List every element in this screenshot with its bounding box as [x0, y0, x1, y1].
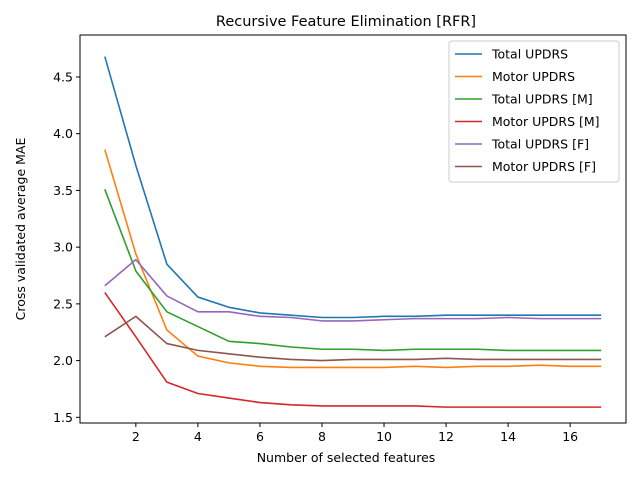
series-line-motor-updrs-f [104, 315, 602, 362]
series-line-total-updrs-m [104, 189, 602, 352]
y-tick-label: 4.0 [53, 126, 73, 141]
x-tick-label: 4 [194, 429, 202, 444]
y-tick-label: 3.0 [53, 240, 73, 255]
chart-title: Recursive Feature Elimination [RFR] [216, 14, 476, 30]
y-tick-label: 4.5 [53, 69, 73, 84]
plot-frame [79, 34, 627, 424]
x-tick-label: 2 [132, 429, 140, 444]
y-tick-label: 1.5 [53, 410, 73, 425]
series-line-motor-updrs-m [104, 292, 602, 408]
y-axis: 1.5 2.0 2.5 3.0 3.5 4.0 4.5 [53, 69, 80, 425]
series-line-total-updrs [104, 56, 602, 319]
x-tick-label: 14 [500, 429, 516, 444]
x-tick-label: 6 [256, 429, 264, 444]
series-lines [104, 56, 602, 408]
y-tick-label: 2.0 [53, 353, 73, 368]
legend-box [448, 40, 620, 183]
x-tick-label: 12 [438, 429, 454, 444]
x-tick-label: 16 [562, 429, 578, 444]
x-axis: 2 4 6 8 10 12 14 16 [132, 423, 578, 444]
legend: Total UPDRS Motor UPDRS Total UPDRS [M] Mot… [448, 40, 620, 183]
legend-entry: Motor UPDRS [492, 69, 575, 84]
legend-entry: Motor UPDRS [F] [492, 159, 596, 174]
y-tick-label: 2.5 [53, 296, 73, 311]
legend-entry: Motor UPDRS [M] [492, 114, 600, 129]
x-axis-label: Number of selected features [257, 450, 436, 465]
legend-entry: Total UPDRS [491, 47, 568, 62]
legend-entry: Total UPDRS [F] [491, 137, 589, 152]
legend-entry: Total UPDRS [M] [491, 92, 593, 107]
x-tick-label: 8 [318, 429, 326, 444]
y-tick-label: 3.5 [53, 183, 73, 198]
series-line-total-updrs-f [104, 258, 602, 322]
y-axis-label: Cross validated average MAE [13, 138, 28, 321]
x-tick-label: 10 [376, 429, 392, 444]
